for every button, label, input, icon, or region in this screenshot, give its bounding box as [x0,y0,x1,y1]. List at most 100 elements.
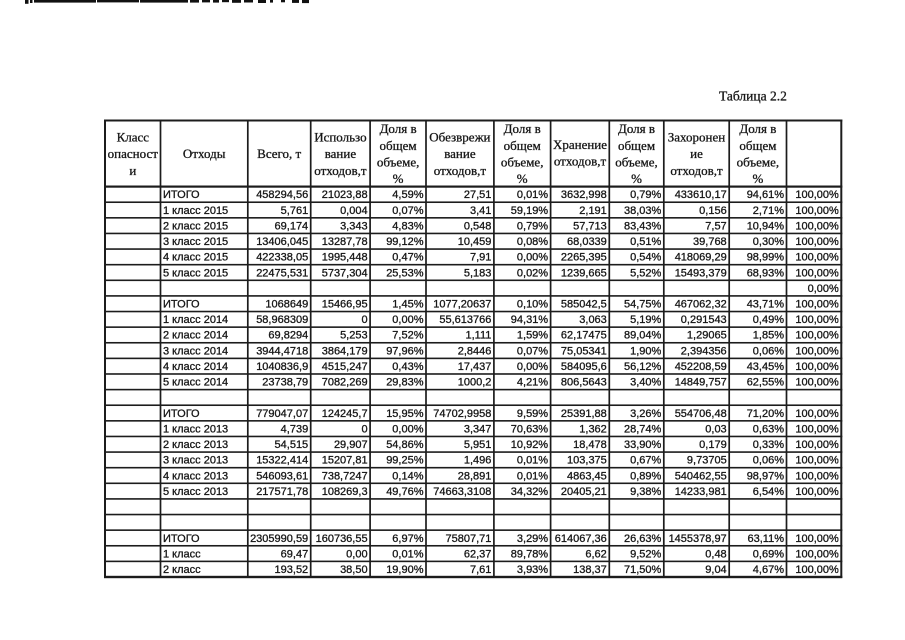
svg-text:Отходы: Отходы [183,146,226,161]
svg-text:13287,78: 13287,78 [322,236,368,248]
svg-text:ИТОГО: ИТОГО [163,299,200,311]
svg-text:%: % [752,171,763,186]
svg-text:9,52%: 9,52% [630,548,661,560]
svg-text:34,32%: 34,32% [511,486,549,498]
svg-text:0,48: 0,48 [705,548,726,560]
svg-text:28,891: 28,891 [458,470,492,482]
svg-text:опасност: опасност [108,146,159,161]
svg-text:0,06%: 0,06% [753,455,784,467]
svg-text:1 класс 2013: 1 класс 2013 [163,423,228,435]
svg-text:1000,2: 1000,2 [458,377,492,389]
svg-text:3 класс 2014: 3 класс 2014 [163,345,228,357]
svg-text:43,45%: 43,45% [747,361,785,373]
svg-text:ИТОГО: ИТОГО [163,189,200,201]
svg-text:74663,3108: 74663,3108 [433,486,491,498]
svg-text:33,90%: 33,90% [624,439,662,451]
svg-text:2305990,59: 2305990,59 [250,533,308,545]
svg-text:4 класс 2015: 4 класс 2015 [163,252,228,264]
svg-text:0,00%: 0,00% [517,361,548,373]
svg-text:0,01%: 0,01% [517,470,548,482]
svg-text:1077,20637: 1077,20637 [433,299,491,311]
svg-text:124245,7: 124245,7 [322,408,368,420]
svg-text:2 класс 2013: 2 класс 2013 [163,439,228,451]
svg-text:100,00%: 100,00% [795,345,839,357]
svg-text:отходов,т: отходов,т [670,163,723,178]
svg-text:10,459: 10,459 [458,236,492,248]
svg-text:общем: общем [618,138,655,153]
svg-text:5,951: 5,951 [464,439,492,451]
svg-text:20405,21: 20405,21 [561,486,607,498]
svg-text:9,59%: 9,59% [517,408,548,420]
svg-text:38,50: 38,50 [340,564,368,576]
svg-text:738,7247: 738,7247 [322,470,368,482]
svg-text:2,191: 2,191 [579,205,607,217]
svg-text:0,49%: 0,49% [753,314,784,326]
svg-text:28,74%: 28,74% [624,423,662,435]
svg-text:1,85%: 1,85% [753,330,784,342]
svg-text:25,53%: 25,53% [386,267,424,279]
svg-text:17,437: 17,437 [458,361,492,373]
svg-text:0,14%: 0,14% [392,470,423,482]
svg-text:3864,179: 3864,179 [322,345,368,357]
svg-text:0,291543: 0,291543 [681,314,727,326]
svg-text:83,43%: 83,43% [624,220,662,232]
svg-text:98,97%: 98,97% [747,470,785,482]
svg-text:объеме,: объеме, [737,154,780,169]
svg-text:4 класс 2013: 4 класс 2013 [163,470,228,482]
svg-text:160736,55: 160736,55 [316,533,368,545]
svg-text:71,50%: 71,50% [624,564,662,576]
svg-text:0,179: 0,179 [699,439,727,451]
svg-text:3944,4718: 3944,4718 [256,345,308,357]
svg-text:2265,395: 2265,395 [561,252,607,264]
svg-text:3,063: 3,063 [579,314,607,326]
svg-text:21023,88: 21023,88 [322,189,368,201]
svg-text:100,00%: 100,00% [795,423,839,435]
svg-text:Класс: Класс [117,130,150,145]
svg-text:138,37: 138,37 [573,564,607,576]
svg-text:и: и [129,163,136,178]
svg-text:14233,981: 14233,981 [675,486,727,498]
svg-text:Всего, т: Всего, т [257,146,301,161]
svg-text:отходов,т: отходов,т [554,153,607,168]
svg-text:1455378,97: 1455378,97 [669,533,727,545]
svg-text:5,253: 5,253 [340,330,368,342]
svg-text:1,90%: 1,90% [630,345,661,357]
svg-text:5,183: 5,183 [464,267,492,279]
svg-text:7082,269: 7082,269 [322,377,368,389]
svg-text:779047,07: 779047,07 [256,408,308,420]
svg-text:15207,81: 15207,81 [322,455,368,467]
svg-text:0,67%: 0,67% [630,455,661,467]
svg-text:1068649: 1068649 [265,299,308,311]
svg-text:0,07%: 0,07% [392,205,423,217]
svg-text:1239,665: 1239,665 [561,267,607,279]
svg-text:%: % [631,171,642,186]
svg-text:4,739: 4,739 [281,423,309,435]
svg-text:10,92%: 10,92% [511,439,549,451]
svg-text:9,38%: 9,38% [630,486,661,498]
svg-text:вание: вание [444,146,476,161]
svg-text:0,63%: 0,63% [753,423,784,435]
svg-text:3632,998: 3632,998 [561,189,607,201]
svg-text:27,51: 27,51 [464,189,492,201]
svg-text:18,478: 18,478 [573,439,607,451]
svg-text:100,00%: 100,00% [795,220,839,232]
svg-text:100,00%: 100,00% [795,236,839,248]
svg-text:467062,32: 467062,32 [675,299,727,311]
svg-text:94,31%: 94,31% [511,314,549,326]
svg-text:6,62: 6,62 [585,548,606,560]
svg-text:3,93%: 3,93% [517,564,548,576]
svg-text:97,96%: 97,96% [386,345,424,357]
svg-text:94,61%: 94,61% [747,189,785,201]
svg-text:5 класс 2014: 5 класс 2014 [163,377,228,389]
svg-text:4,83%: 4,83% [392,220,423,232]
svg-text:70,63%: 70,63% [511,423,549,435]
svg-text:0,00%: 0,00% [808,283,839,295]
svg-text:2 класс 2015: 2 класс 2015 [163,220,228,232]
svg-text:100,00%: 100,00% [795,299,839,311]
svg-text:74702,9958: 74702,9958 [433,408,491,420]
svg-text:1 класс 2014: 1 класс 2014 [163,314,228,326]
svg-text:0,02%: 0,02% [517,267,548,279]
svg-text:0,30%: 0,30% [753,236,784,248]
svg-text:1 класс 2015: 1 класс 2015 [163,205,228,217]
svg-text:193,52: 193,52 [275,564,309,576]
